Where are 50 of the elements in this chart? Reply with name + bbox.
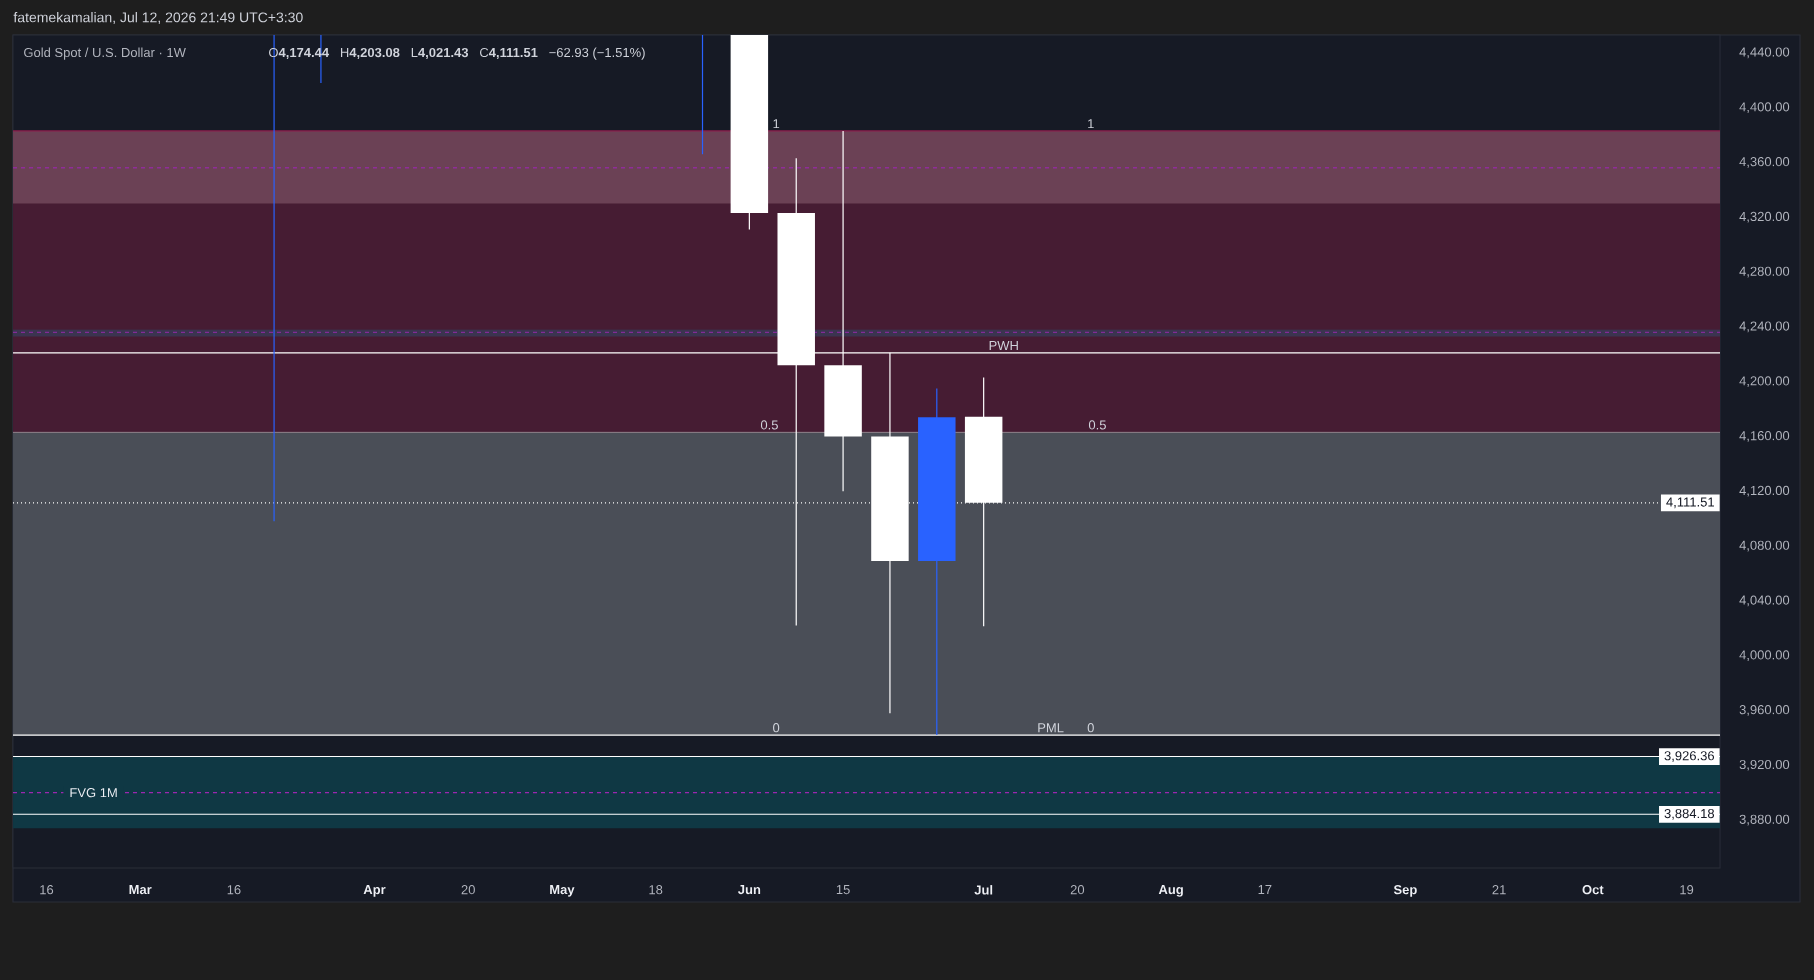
y-tick-label: 4,320.00 — [1739, 211, 1790, 223]
x-tick-label: May — [550, 885, 575, 897]
annotation: C4,111.51 — [480, 47, 538, 59]
y-tick-label: 4,360.00 — [1739, 157, 1790, 168]
annotation: −62.93 (−1.51%) — [549, 47, 645, 60]
x-tick-label: 20 — [1070, 885, 1085, 895]
annotation: PWH — [989, 341, 1018, 351]
x-tick-label: Jul — [974, 885, 993, 895]
annotation: 1 — [1088, 119, 1094, 129]
y-tick-label: 4,040.00 — [1739, 595, 1790, 607]
annotation: H4,203.08 — [340, 47, 400, 59]
x-tick-label: 20 — [461, 885, 475, 895]
annotation: 0.5 — [760, 420, 778, 430]
y-tick-label: 4,000.00 — [1739, 650, 1790, 662]
y-tick-label: 3,880.00 — [1739, 814, 1790, 826]
x-tick-label: 16 — [227, 885, 241, 895]
annotation: 0 — [773, 723, 780, 733]
y-tick-label: 3,920.00 — [1739, 759, 1790, 771]
y-tick-label: 3,960.00 — [1739, 705, 1790, 716]
x-tick-label: 15 — [836, 885, 850, 895]
x-tick-label: Sep — [1393, 885, 1417, 897]
x-tick-label: 18 — [649, 885, 663, 895]
y-tick-label: 4,200.00 — [1739, 376, 1790, 387]
x-tick-label: Mar — [129, 885, 152, 895]
y-tick-label: 4,240.00 — [1739, 321, 1790, 333]
x-tick-label: 19 — [1680, 885, 1694, 895]
ref-line-label: 4,111.51 — [1666, 497, 1714, 509]
text: fatemekamalian, Jul 12, 2026 21:49 UTC+3:30 — [13, 12, 303, 24]
annotation: 1 — [773, 119, 780, 129]
y-tick-label: 4,120.00 — [1739, 485, 1790, 497]
band-label: FVG 1M — [70, 788, 117, 798]
annotation: 0 — [1087, 723, 1094, 733]
y-tick-label: 4,160.00 — [1739, 431, 1790, 442]
x-tick-label: Aug — [1158, 885, 1183, 897]
y-tick-label: 4,440.00 — [1739, 47, 1790, 59]
ref-line-label: 3,926.36 — [1664, 751, 1715, 762]
x-tick-label: 21 — [1492, 885, 1506, 895]
x-tick-label: 17 — [1258, 885, 1272, 895]
y-tick-label: 4,400.00 — [1739, 102, 1790, 113]
y-tick-label: 4,080.00 — [1739, 540, 1790, 552]
y-tick-label: 4,280.00 — [1739, 266, 1790, 278]
annotation: L4,021.43 — [411, 47, 469, 59]
x-tick-label: Apr — [363, 885, 386, 897]
annotation: PML — [1038, 723, 1064, 733]
x-tick-label: Jun — [738, 885, 761, 895]
text: Gold Spot / U.S. Dollar · 1W — [24, 47, 186, 60]
ref-line-label: 3,884.18 — [1664, 808, 1715, 820]
x-tick-label: Oct — [1582, 885, 1604, 895]
x-tick-label: 16 — [40, 885, 54, 895]
annotation: 0.5 — [1088, 420, 1106, 430]
